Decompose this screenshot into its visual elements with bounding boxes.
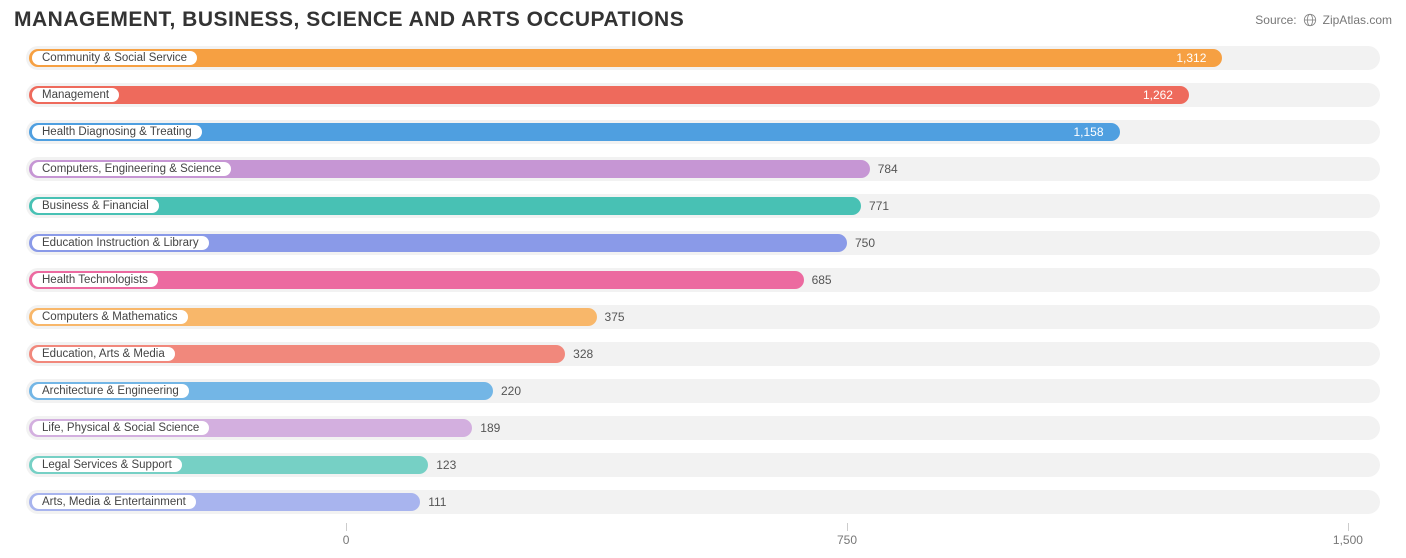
bar-fill: [29, 86, 1189, 104]
bar-label: Community & Social Service: [32, 51, 197, 65]
axis-tick: [847, 523, 848, 531]
bar-value: 189: [480, 421, 500, 435]
bar-value: 1,158: [1074, 125, 1104, 139]
bar-row: Computers & Mathematics 375: [26, 301, 1380, 333]
bar-row: Computers, Engineering & Science 784: [26, 153, 1380, 185]
bar-value: 771: [869, 199, 889, 213]
bar-row: Business & Financial 771: [26, 190, 1380, 222]
bar-row: Education Instruction & Library 750: [26, 227, 1380, 259]
bar-row: Education, Arts & Media 328: [26, 338, 1380, 370]
axis-tick-label: 1,500: [1333, 533, 1363, 547]
axis-tick-label: 0: [343, 533, 350, 547]
axis-tick-label: 750: [837, 533, 857, 547]
source-attribution: Source: ZipAtlas.com: [1255, 13, 1392, 27]
bar-row: Health Technologists 685: [26, 264, 1380, 296]
bar-label: Health Diagnosing & Treating: [32, 125, 202, 139]
bar-label: Arts, Media & Entertainment: [32, 495, 196, 509]
bar-label: Business & Financial: [32, 199, 159, 213]
bars-container: Community & Social Service 1,312 Managemen…: [26, 42, 1380, 518]
bar-label: Computers, Engineering & Science: [32, 162, 231, 176]
bar-row: Management 1,262: [26, 79, 1380, 111]
bar-value: 685: [812, 273, 832, 287]
bar-fill: [29, 49, 1222, 67]
bar-value: 123: [436, 458, 456, 472]
bar-label: Management: [32, 88, 119, 102]
bar-label: Education, Arts & Media: [32, 347, 175, 361]
bar-label: Health Technologists: [32, 273, 158, 287]
bar-value: 1,312: [1176, 51, 1206, 65]
globe-icon: [1303, 13, 1317, 27]
bar-label: Education Instruction & Library: [32, 236, 209, 250]
bar-label: Computers & Mathematics: [32, 310, 188, 324]
source-label: Source:: [1255, 13, 1296, 27]
axis-tick: [346, 523, 347, 531]
bar-label: Life, Physical & Social Science: [32, 421, 209, 435]
bar-value: 750: [855, 236, 875, 250]
bar-row: Arts, Media & Entertainment 111: [26, 486, 1380, 518]
bar-value: 111: [428, 495, 446, 509]
bar-row: Health Diagnosing & Treating 1,158: [26, 116, 1380, 148]
bar-label: Legal Services & Support: [32, 458, 182, 472]
bar-chart: Community & Social Service 1,312 Managemen…: [14, 42, 1392, 549]
bar-row: Community & Social Service 1,312: [26, 42, 1380, 74]
bar-value: 375: [605, 310, 625, 324]
bar-row: Life, Physical & Social Science 189: [26, 412, 1380, 444]
bar-value: 220: [501, 384, 521, 398]
axis-tick: [1348, 523, 1349, 531]
x-axis: 0 750 1,500: [26, 523, 1380, 549]
bar-row: Architecture & Engineering 220: [26, 375, 1380, 407]
source-name: ZipAtlas.com: [1323, 13, 1392, 27]
bar-value: 1,262: [1143, 88, 1173, 102]
chart-header: MANAGEMENT, BUSINESS, SCIENCE AND ARTS O…: [14, 8, 1392, 32]
bar-value: 784: [878, 162, 898, 176]
bar-value: 328: [573, 347, 593, 361]
chart-title: MANAGEMENT, BUSINESS, SCIENCE AND ARTS O…: [14, 8, 684, 32]
bar-label: Architecture & Engineering: [32, 384, 189, 398]
bar-row: Legal Services & Support 123: [26, 449, 1380, 481]
